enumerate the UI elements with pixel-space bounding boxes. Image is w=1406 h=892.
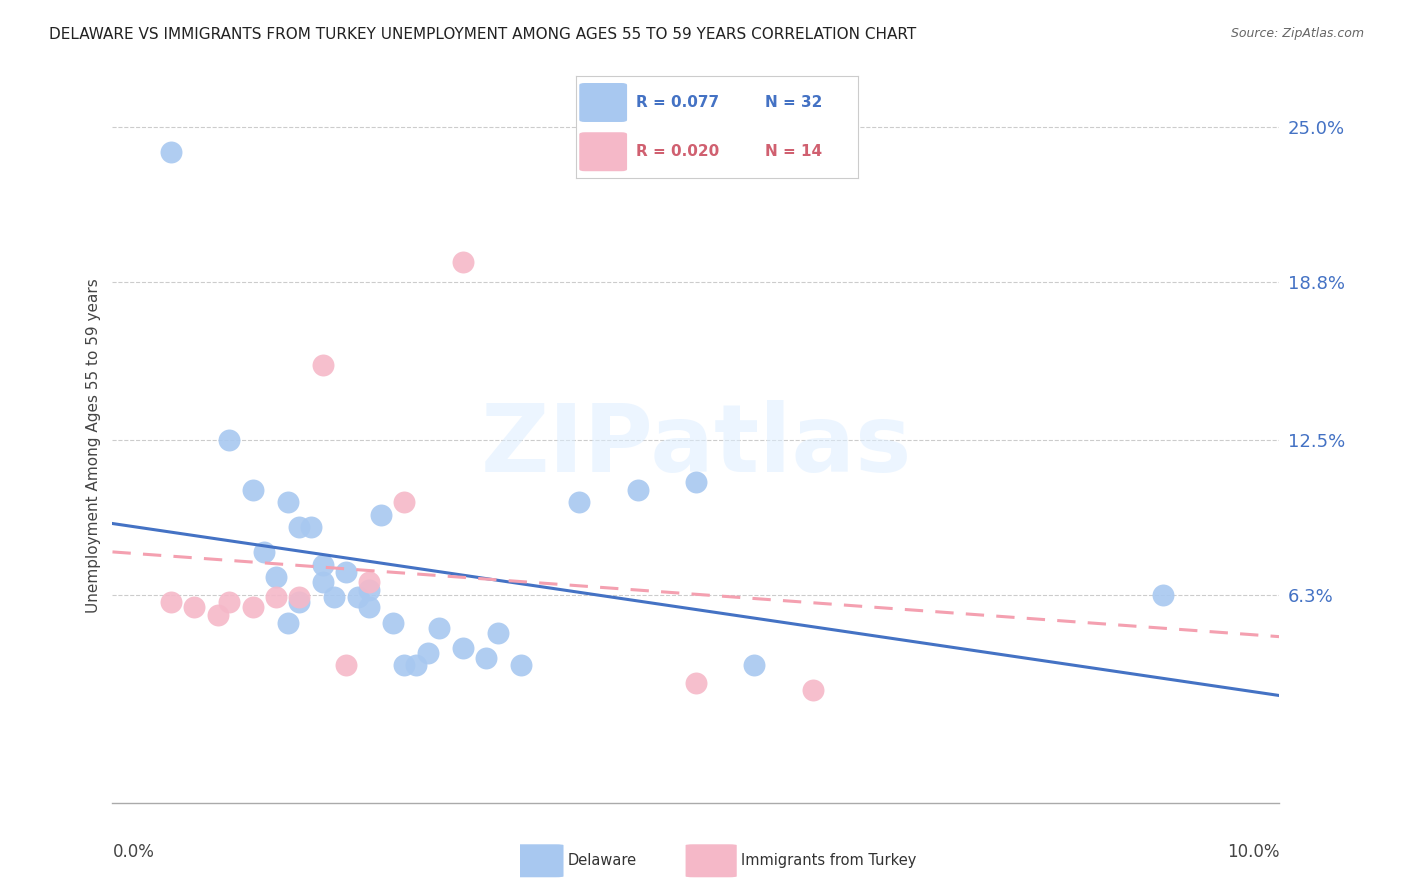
Point [335,658,357,673]
Point [451,255,474,269]
Point [335,566,357,580]
Point [207,607,229,622]
Text: Source: ZipAtlas.com: Source: ZipAtlas.com [1230,27,1364,40]
Point [288,591,311,605]
Text: R = 0.020: R = 0.020 [636,145,718,160]
Point [685,675,707,690]
Text: 10.0%: 10.0% [1227,843,1279,861]
Point [276,615,298,630]
Point [264,570,287,584]
Point [242,600,264,615]
Text: Delaware: Delaware [568,854,637,868]
Point [370,508,392,522]
Point [801,683,824,698]
Point [183,600,205,615]
Point [288,595,311,609]
Text: DELAWARE VS IMMIGRANTS FROM TURKEY UNEMPLOYMENT AMONG AGES 55 TO 59 YEARS CORREL: DELAWARE VS IMMIGRANTS FROM TURKEY UNEMP… [49,27,917,42]
FancyBboxPatch shape [579,83,627,122]
Point [160,595,183,609]
Point [288,520,311,534]
FancyBboxPatch shape [686,844,737,878]
Point [311,575,333,590]
Point [685,475,707,490]
Point [311,558,333,572]
Text: 0.0%: 0.0% [112,843,155,861]
Point [486,625,509,640]
Point [568,495,591,509]
Point [742,658,765,673]
Point [475,650,498,665]
Point [242,483,264,497]
Point [359,600,381,615]
Point [346,591,368,605]
Point [359,575,381,590]
Point [276,495,298,509]
Point [509,658,531,673]
Point [1152,588,1174,602]
Point [405,658,427,673]
Point [253,545,276,559]
Text: N = 32: N = 32 [765,95,823,110]
Point [427,621,450,635]
Text: ZIPatlas: ZIPatlas [481,400,911,492]
FancyBboxPatch shape [579,132,627,171]
FancyBboxPatch shape [512,844,564,878]
Point [218,433,240,447]
Y-axis label: Unemployment Among Ages 55 to 59 years: Unemployment Among Ages 55 to 59 years [86,278,101,614]
Point [264,591,287,605]
Point [218,595,240,609]
Text: N = 14: N = 14 [765,145,823,160]
Point [627,483,650,497]
Point [160,145,183,159]
Point [381,615,404,630]
Text: Immigrants from Turkey: Immigrants from Turkey [741,854,917,868]
Text: R = 0.077: R = 0.077 [636,95,718,110]
Point [394,658,416,673]
Point [416,646,439,660]
Point [451,640,474,655]
Point [394,495,416,509]
Point [323,591,346,605]
Point [299,520,322,534]
Point [311,358,333,372]
Point [359,582,381,597]
